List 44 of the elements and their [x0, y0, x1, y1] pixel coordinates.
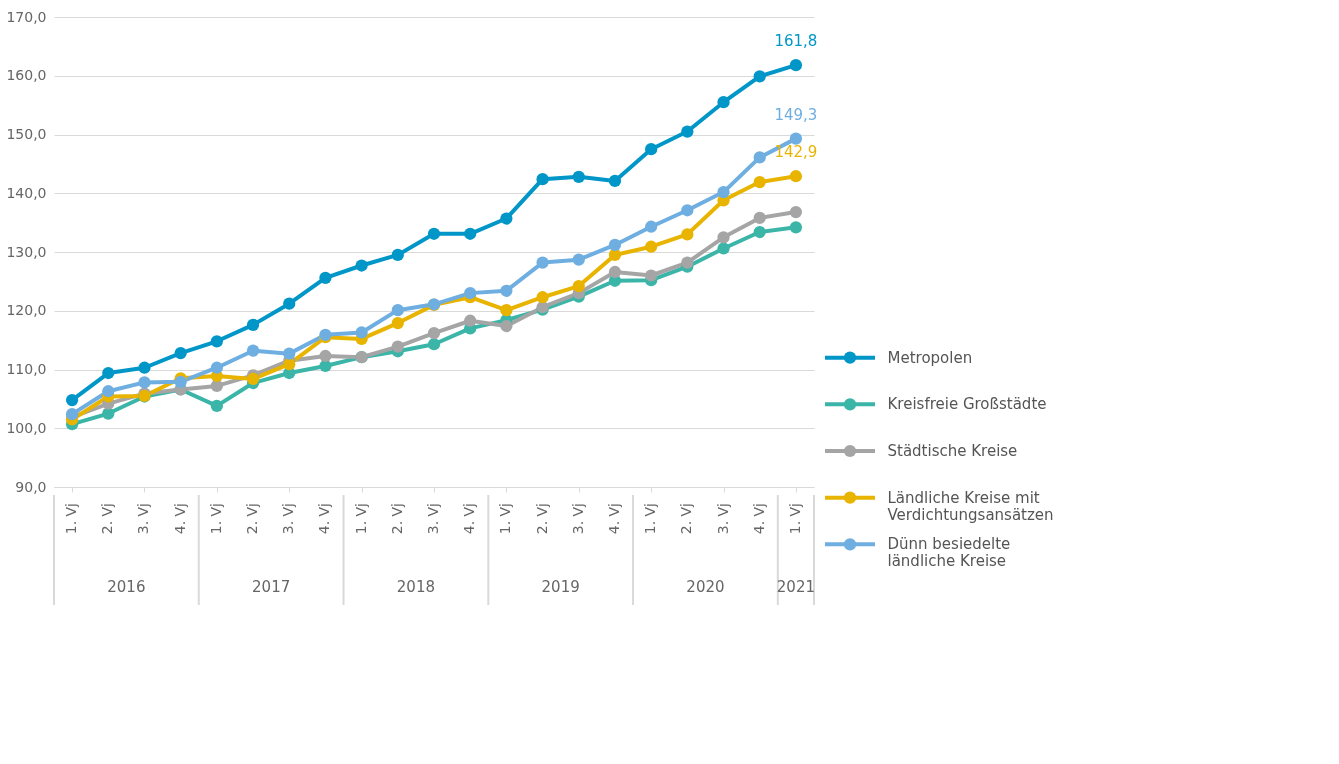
x-tick-label: 1. Vj: [497, 503, 514, 535]
text: 2017: [252, 578, 291, 596]
x-tick-label: 2. Vj: [678, 503, 695, 535]
y-tick-label: 170,0: [6, 8, 47, 25]
x-tick-label: 4. Vj: [605, 503, 622, 535]
data-label: 149,3: [774, 105, 818, 124]
x-tick-label: 2. Vj: [244, 503, 261, 535]
x-tick-label: 4. Vj: [750, 503, 767, 535]
y-tick-label: 110,0: [6, 361, 47, 377]
y-tick-label: 140,0: [6, 184, 47, 201]
x-tick-label: 1. Vj: [207, 503, 224, 535]
legend-label: Kreisfreie Großstädte: [887, 395, 1047, 414]
x-tick-label: 3. Vj: [135, 503, 152, 535]
x-tick-label: 2. Vj: [388, 503, 405, 535]
y-tick-label: 130,0: [6, 243, 47, 260]
legend-label: Städtische Kreise: [887, 442, 1018, 460]
y-tick-label: 100,0: [6, 419, 47, 436]
data-label: 161,8: [774, 32, 818, 51]
y-tick-label: 120,0: [6, 302, 47, 319]
x-tick-label: 1. Vj: [642, 503, 659, 535]
text: 2019: [541, 578, 580, 596]
x-tick-label: 3. Vj: [569, 503, 586, 535]
data-label: 142,9: [774, 143, 818, 162]
y-tick-label: 150,0: [6, 126, 47, 142]
x-tick-label: 4. Vj: [316, 503, 333, 535]
x-tick-label: 4. Vj: [171, 503, 188, 535]
x-tick-label: 2. Vj: [99, 503, 116, 535]
text: 2016: [107, 578, 146, 596]
x-tick-label: 1. Vj: [63, 503, 80, 535]
legend-label: Dünn besiedelte ländliche Kreise: [887, 535, 1011, 571]
y-tick-label: 160,0: [6, 67, 47, 84]
text: 2018: [396, 578, 435, 596]
text: 2020: [686, 578, 725, 596]
text: 2021: [776, 578, 815, 596]
x-tick-label: 1. Vj: [352, 503, 369, 535]
x-tick-label: 3. Vj: [280, 503, 297, 535]
legend-label: Metropolen: [887, 348, 973, 367]
legend-label: Ländliche Kreise mit Verdichtungsansätzen: [887, 488, 1054, 524]
x-tick-label: 3. Vj: [425, 503, 441, 535]
x-tick-label: 4. Vj: [461, 503, 478, 535]
x-tick-label: 2. Vj: [533, 503, 550, 535]
x-tick-label: 3. Vj: [714, 503, 731, 535]
x-tick-label: 1. Vj: [786, 503, 803, 535]
y-tick-label: 90,0: [15, 478, 47, 495]
